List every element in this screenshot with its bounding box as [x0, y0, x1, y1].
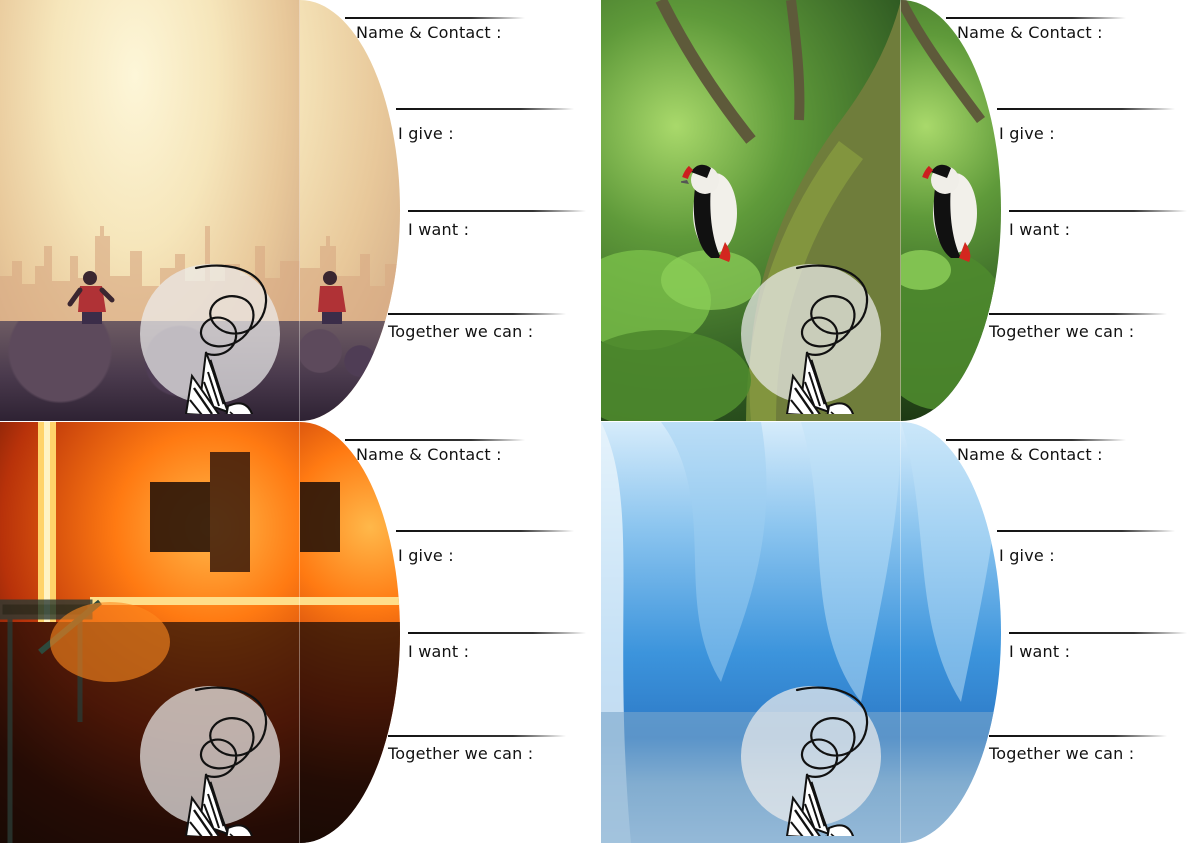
logo-badge — [140, 264, 280, 414]
photo-oval-extension — [300, 0, 400, 421]
butterfly-spiral-icon — [184, 686, 268, 836]
i-want-label: I want : — [1009, 642, 1071, 661]
card-steel-mill: Name & Contact : I give : I want : Toget… — [0, 422, 600, 843]
name-contact-label: Name & Contact : — [356, 445, 502, 464]
name-contact-line[interactable] — [345, 439, 525, 441]
name-contact-line[interactable] — [946, 439, 1126, 441]
butterfly-spiral-icon — [785, 264, 869, 414]
logo-badge — [741, 686, 881, 836]
name-contact-label: Name & Contact : — [957, 445, 1103, 464]
together-line[interactable] — [388, 735, 566, 737]
together-line[interactable] — [989, 313, 1167, 315]
name-contact-line[interactable] — [345, 17, 525, 19]
card-ice-cave: Name & Contact : I give : I want : Toget… — [601, 422, 1200, 843]
runner-figure — [67, 271, 115, 324]
i-give-line[interactable] — [997, 530, 1175, 532]
i-give-label: I give : — [999, 124, 1055, 143]
i-give-label: I give : — [999, 546, 1055, 565]
woodpecker-figure — [681, 164, 737, 262]
name-contact-label: Name & Contact : — [957, 23, 1103, 42]
together-label: Together we can : — [388, 322, 534, 341]
i-want-line[interactable] — [408, 632, 586, 634]
photo-oval-extension — [300, 422, 400, 843]
together-label: Together we can : — [989, 322, 1135, 341]
i-want-line[interactable] — [1009, 210, 1187, 212]
butterfly-spiral-icon — [184, 264, 268, 414]
logo-badge — [140, 686, 280, 836]
together-label: Together we can : — [388, 744, 534, 763]
i-want-label: I want : — [408, 642, 470, 661]
i-give-label: I give : — [398, 546, 454, 565]
i-want-line[interactable] — [408, 210, 586, 212]
i-want-label: I want : — [408, 220, 470, 239]
i-give-label: I give : — [398, 124, 454, 143]
together-label: Together we can : — [989, 744, 1135, 763]
i-want-line[interactable] — [1009, 632, 1187, 634]
photo-oval-extension — [901, 422, 1001, 843]
photo-oval-extension — [901, 0, 1001, 421]
i-give-line[interactable] — [396, 108, 574, 110]
together-line[interactable] — [989, 735, 1167, 737]
butterfly-spiral-icon — [785, 686, 869, 836]
logo-badge — [741, 264, 881, 414]
i-want-label: I want : — [1009, 220, 1071, 239]
card-sunrise: Name & Contact : I give : I want : Toget… — [0, 0, 600, 421]
name-contact-label: Name & Contact : — [356, 23, 502, 42]
i-give-line[interactable] — [997, 108, 1175, 110]
card-woodpecker: Name & Contact : I give : I want : Toget… — [601, 0, 1200, 421]
name-contact-line[interactable] — [946, 17, 1126, 19]
together-line[interactable] — [388, 313, 566, 315]
i-give-line[interactable] — [396, 530, 574, 532]
